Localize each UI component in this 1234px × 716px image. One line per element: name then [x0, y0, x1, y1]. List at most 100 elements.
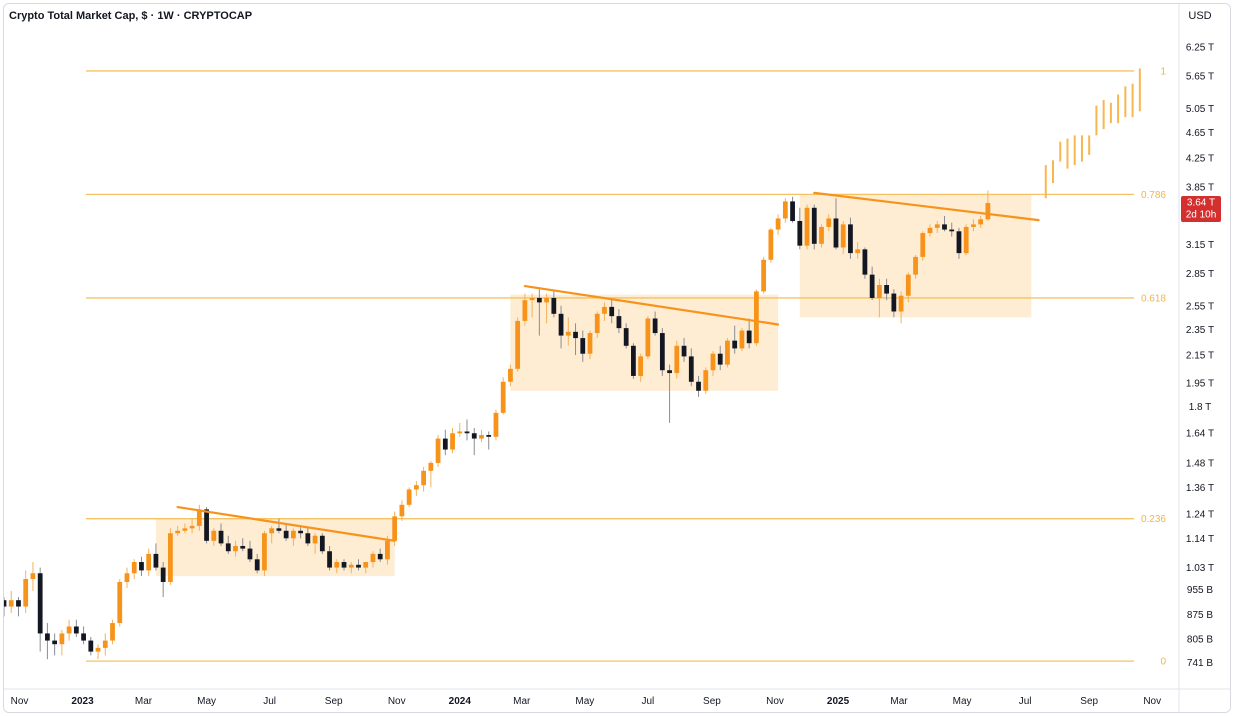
- time-tick-label: Jul: [641, 696, 654, 707]
- candle-body: [978, 219, 984, 225]
- price-tick-label: 1.8 T: [1189, 402, 1212, 413]
- candle-body: [522, 300, 528, 321]
- candle-body: [956, 231, 962, 254]
- candle-body: [746, 330, 752, 344]
- time-axis[interactable]: Nov 2023 Mar May Jul Sep Nov 2024 Mar May Jul Sep No…: [11, 696, 1162, 707]
- market-cap-chart[interactable]: 1 0.786 0.618 0.236 0 6.25 T 5.65 T 5.05 T 4.65…: [4, 4, 1230, 712]
- fib-level-label: 0: [1160, 657, 1166, 668]
- candle-body: [102, 640, 108, 648]
- time-tick-label: Sep: [1080, 696, 1098, 707]
- candle-body: [898, 295, 904, 312]
- price-tick-label: 3.15 T: [1186, 240, 1214, 251]
- candle-body: [377, 553, 383, 560]
- candle-body: [421, 470, 426, 486]
- candle-body: [739, 330, 745, 349]
- candle-body: [949, 229, 955, 232]
- candle-body: [370, 553, 376, 563]
- price-tick-label: 741 B: [1187, 658, 1213, 669]
- candle-body: [457, 431, 463, 434]
- candle-body: [428, 462, 434, 471]
- candle-body: [688, 356, 694, 382]
- candle-body: [247, 548, 253, 560]
- candle-body: [884, 285, 890, 294]
- candle-body: [855, 249, 861, 254]
- price-tick-label: 1.03 T: [1186, 563, 1214, 574]
- price-tick-label: 3.85 T: [1186, 182, 1214, 193]
- candle-body: [45, 633, 50, 641]
- price-tick-label: 2.15 T: [1186, 351, 1214, 362]
- candle-body: [638, 356, 644, 376]
- candle-body: [529, 297, 535, 301]
- candle-body: [110, 623, 115, 641]
- candle-body: [23, 579, 29, 607]
- candle-body: [891, 293, 897, 312]
- currency-label[interactable]: USD: [1188, 10, 1211, 22]
- candle-body: [37, 573, 43, 634]
- candle-body: [667, 370, 672, 374]
- price-tick-label: 875 B: [1187, 610, 1213, 621]
- price-tick-label: 6.25 T: [1186, 42, 1214, 53]
- candle-body: [840, 224, 846, 248]
- candle-body: [327, 551, 332, 568]
- time-tick-label: Nov: [766, 696, 784, 707]
- time-tick-label: Nov: [11, 696, 29, 707]
- candle-body: [59, 633, 65, 645]
- price-tick-label: 4.65 T: [1186, 128, 1214, 139]
- price-tick-label: 1.48 T: [1186, 458, 1214, 469]
- trendline: [176, 505, 396, 542]
- candle-body: [269, 528, 275, 534]
- candle-body: [775, 218, 781, 230]
- fib-level-label: 0.236: [1141, 514, 1166, 525]
- candle-body: [717, 353, 723, 365]
- fib-level-label: 1: [1160, 66, 1166, 77]
- price-tick-label: 805 B: [1187, 634, 1213, 645]
- time-tick-label: Nov: [1143, 696, 1161, 707]
- candle-body: [8, 600, 14, 607]
- candle-body: [565, 331, 571, 336]
- candle-body: [182, 528, 188, 531]
- candle-body: [385, 540, 390, 560]
- time-tick-label: Nov: [388, 696, 406, 707]
- candle-body: [754, 291, 759, 344]
- price-tick-label: 2.85 T: [1186, 269, 1214, 280]
- candle-body: [392, 516, 398, 541]
- candle-body: [204, 509, 209, 541]
- candle-body: [290, 530, 296, 539]
- candle-body: [348, 564, 354, 568]
- projection-bars: [1044, 68, 1141, 199]
- candle-body: [305, 533, 311, 544]
- candle-body: [153, 553, 159, 568]
- time-tick-label: Mar: [513, 696, 531, 707]
- candle-body: [790, 201, 795, 221]
- price-tick-label: 5.05 T: [1186, 104, 1214, 115]
- time-tick-label: Sep: [325, 696, 343, 707]
- candle-body: [536, 297, 542, 303]
- candle-body: [768, 229, 774, 260]
- candle-body: [862, 249, 868, 275]
- price-tick-label: 1.14 T: [1186, 534, 1214, 545]
- candle-body: [160, 567, 166, 582]
- candle-body: [88, 640, 94, 652]
- candle-body: [594, 313, 600, 334]
- price-tick-label: 2.55 T: [1186, 301, 1214, 312]
- candle-body: [544, 297, 549, 303]
- candle-body: [334, 562, 340, 568]
- candle-body: [168, 533, 173, 582]
- candle-body: [196, 509, 202, 526]
- candle-body: [623, 328, 629, 346]
- candle-body: [674, 345, 680, 374]
- price-axis[interactable]: 6.25 T 5.65 T 5.05 T 4.65 T 4.25 T 3.85 T 3.15…: [1186, 42, 1214, 669]
- consolidation-zone: [155, 518, 395, 577]
- trendlines[interactable]: [176, 191, 1040, 542]
- time-tick-label: 2025: [827, 696, 850, 707]
- candle-body: [225, 543, 231, 552]
- fib-level-label: 0.786: [1141, 190, 1166, 201]
- candle-body: [363, 562, 369, 568]
- candle-body: [725, 340, 730, 365]
- candle-body: [703, 370, 709, 391]
- candle-body: [609, 306, 615, 317]
- candle-body: [681, 345, 687, 357]
- candle-body: [131, 562, 137, 574]
- candle-body: [283, 530, 289, 539]
- candle-body: [696, 381, 701, 391]
